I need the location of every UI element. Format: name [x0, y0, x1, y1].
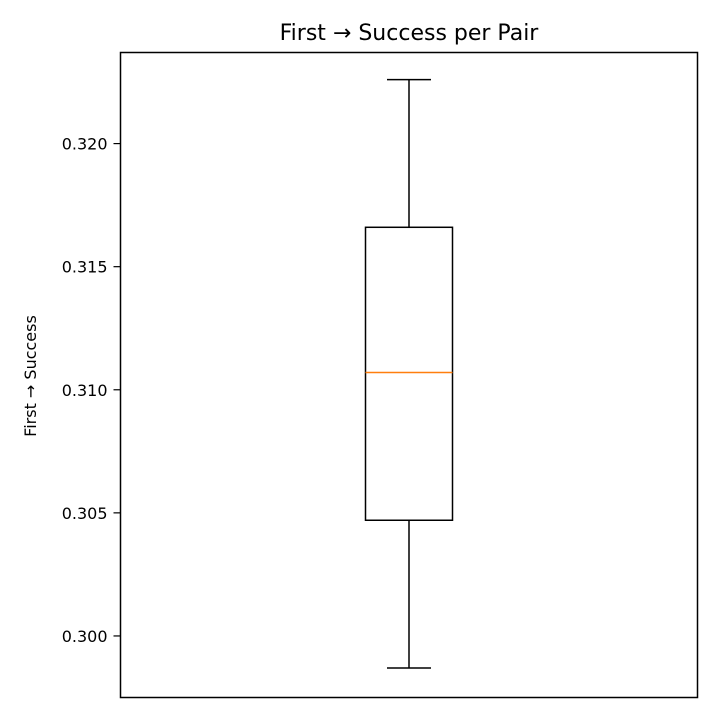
chart-title: First → Success per Pair	[280, 21, 540, 46]
y-tick-label: 0.315	[62, 258, 108, 277]
y-axis-label: First → Success	[21, 315, 40, 437]
box-layer	[364, 78, 454, 669]
interquartile-box	[364, 226, 454, 521]
y-axis-ticks: 0.300 0.305 0.310 0.315 0.320	[62, 135, 121, 646]
plot-area-frame	[119, 51, 699, 699]
y-tick-label: 0.320	[62, 135, 108, 154]
y-tick-label: 0.310	[62, 381, 108, 400]
y-tick-label: 0.300	[62, 627, 108, 646]
y-tick-label: 0.305	[62, 504, 108, 523]
